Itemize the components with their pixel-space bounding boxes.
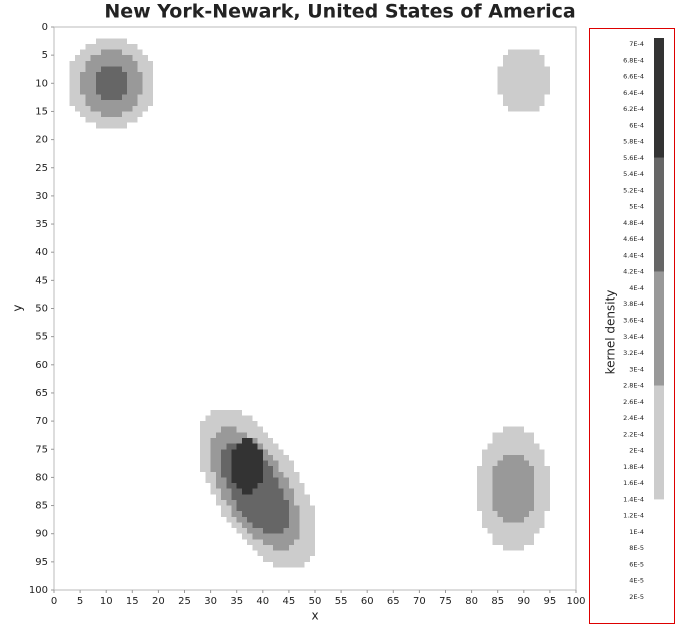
colorbar-tick-label: 5.8E-4 [623, 138, 644, 146]
x-tick-label: 60 [361, 596, 374, 607]
y-tick-label: 30 [35, 191, 48, 202]
y-tick-label: 25 [35, 163, 48, 174]
colorbar-tick-label: 5.2E-4 [623, 186, 644, 194]
x-tick-label: 85 [491, 596, 504, 607]
colorbar-tick-label: 4E-5 [629, 577, 644, 585]
colorbar-tick-label: 6.4E-4 [623, 89, 644, 97]
colorbar-band [654, 157, 664, 272]
x-tick-label: 10 [100, 596, 113, 607]
colorbar-tick-label: 3.6E-4 [623, 317, 644, 325]
colorbar-tick-label: 2.6E-4 [623, 398, 644, 406]
colorbar-tick-label: 3.4E-4 [623, 333, 644, 341]
x-tick-label: 40 [256, 596, 269, 607]
colorbar-tick-label: 6.2E-4 [623, 105, 644, 113]
x-tick-label: 45 [283, 596, 296, 607]
colorbar-tick-label: 5.6E-4 [623, 154, 644, 162]
y-tick-label: 80 [35, 472, 48, 483]
colorbar-band [654, 38, 664, 158]
colorbar-tick-label: 2E-4 [629, 447, 644, 455]
colorbar-tick-label: 6E-5 [629, 560, 644, 568]
colorbar-tick-label: 2.2E-4 [623, 430, 644, 438]
x-tick-label: 70 [413, 596, 426, 607]
density-contour [231, 437, 263, 495]
colorbar-band [654, 271, 664, 386]
x-tick-label: 5 [77, 596, 83, 607]
y-tick-label: 35 [35, 219, 48, 230]
y-tick-label: 5 [42, 50, 48, 61]
x-tick-label: 30 [204, 596, 217, 607]
y-tick-label: 90 [35, 529, 48, 540]
colorbar-tick-label: 2.4E-4 [623, 414, 644, 422]
colorbar-label: kernel density [604, 290, 618, 375]
x-tick-label: 20 [152, 596, 165, 607]
y-axis-label: y [11, 304, 25, 311]
x-tick-label: 75 [439, 596, 452, 607]
x-tick-label: 25 [178, 596, 191, 607]
x-axis-label: x [311, 609, 318, 623]
legend-box [589, 28, 675, 624]
x-tick-label: 55 [335, 596, 348, 607]
density-contour [492, 454, 535, 523]
colorbar-tick-label: 5E-4 [629, 203, 644, 211]
colorbar-tick-label: 1.4E-4 [623, 495, 644, 503]
colorbar-tick-label: 7E-4 [629, 40, 644, 48]
colorbar-tick-label: 1.6E-4 [623, 479, 644, 487]
colorbar-tick-label: 8E-5 [629, 544, 644, 552]
density-contour [95, 66, 128, 101]
colorbar-tick-label: 4.8E-4 [623, 219, 644, 227]
colorbar-tick-label: 6.8E-4 [623, 56, 644, 64]
y-tick-label: 60 [35, 360, 48, 371]
colorbar-tick-label: 2.8E-4 [623, 382, 644, 390]
colorbar-tick-label: 6.6E-4 [623, 73, 644, 81]
x-tick-label: 50 [309, 596, 322, 607]
y-tick-label: 95 [35, 557, 48, 568]
y-tick-label: 0 [42, 22, 48, 33]
colorbar-tick-label: 4.2E-4 [623, 268, 644, 276]
x-tick-label: 100 [566, 596, 585, 607]
colorbar-tick-label: 2E-5 [629, 593, 644, 601]
y-tick-label: 40 [35, 247, 48, 258]
y-tick-label: 70 [35, 416, 48, 427]
x-tick-label: 35 [230, 596, 243, 607]
colorbar-tick-label: 4.6E-4 [623, 235, 644, 243]
y-tick-label: 100 [29, 585, 48, 596]
x-tick-label: 80 [465, 596, 478, 607]
y-tick-label: 50 [35, 304, 48, 315]
y-tick-label: 45 [35, 275, 48, 286]
colorbar-tick-label: 6E-4 [629, 121, 644, 129]
x-tick-label: 65 [387, 596, 400, 607]
y-tick-label: 85 [35, 501, 48, 512]
y-tick-label: 20 [35, 135, 48, 146]
colorbar-tick-label: 1E-4 [629, 528, 644, 536]
y-tick-label: 10 [35, 78, 48, 89]
x-tick-label: 15 [126, 596, 139, 607]
colorbar-tick-label: 3.8E-4 [623, 300, 644, 308]
y-tick-label: 75 [35, 444, 48, 455]
colorbar-tick-label: 1.2E-4 [623, 512, 644, 520]
colorbar-tick-label: 1.8E-4 [623, 463, 644, 471]
y-tick-label: 65 [35, 388, 48, 399]
colorbar-tick-label: 3.2E-4 [623, 349, 644, 357]
colorbar-tick-label: 4.4E-4 [623, 251, 644, 259]
x-tick-label: 95 [544, 596, 557, 607]
chart-title: New York-Newark, United States of Americ… [104, 1, 575, 23]
x-tick-label: 90 [517, 596, 530, 607]
density-contour [497, 49, 550, 112]
y-tick-label: 55 [35, 332, 48, 343]
colorbar-tick-label: 5.4E-4 [623, 170, 644, 178]
colorbar-tick-label: 4E-4 [629, 284, 644, 292]
x-tick-label: 0 [51, 596, 57, 607]
colorbar-tick-label: 3E-4 [629, 365, 644, 373]
y-tick-label: 15 [35, 106, 48, 117]
colorbar-band [654, 385, 664, 500]
